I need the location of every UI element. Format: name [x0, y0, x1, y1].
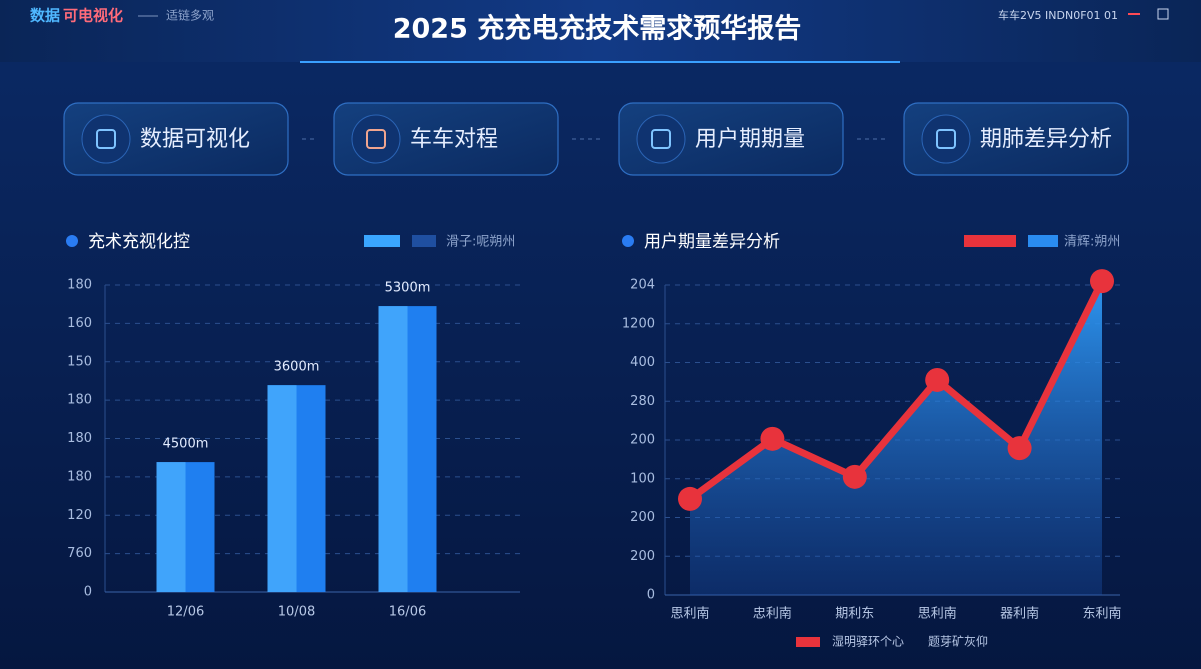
point — [842, 464, 867, 489]
data-label: 4500m — [163, 437, 209, 452]
tab-icon — [936, 129, 956, 149]
y-tick-label: 200 — [630, 549, 655, 564]
brand-a: 数据 — [30, 7, 60, 25]
legend-swatch — [364, 235, 400, 247]
data-label: 3600m — [274, 360, 320, 375]
y-tick-label: 150 — [67, 354, 92, 369]
point — [678, 486, 702, 511]
x-tick-label: 思利南 — [670, 606, 709, 622]
point — [1007, 436, 1032, 461]
y-tick-label: 0 — [84, 585, 92, 600]
bar-highlight — [378, 306, 408, 592]
tab-icon — [651, 129, 671, 149]
x-tick-label: 忠利南 — [753, 606, 792, 622]
x-tick-label: 12/06 — [167, 605, 204, 620]
tab-icon-bg — [81, 114, 131, 164]
x-tick-label: 器利南 — [1000, 606, 1039, 622]
line — [687, 279, 1106, 502]
y-tick-label: 200 — [630, 510, 655, 525]
x-tick-label: 期利东 — [835, 607, 874, 622]
x-tick-label: 16/06 — [389, 605, 426, 620]
x-tick-label: 思利南 — [918, 606, 957, 622]
tab-label: 用户期期量 — [695, 127, 805, 152]
bar-highlight — [267, 385, 297, 592]
data-label: 5300m — [385, 281, 431, 296]
y-tick-label: 400 — [630, 355, 655, 370]
subtitle: 适链多观 — [166, 8, 214, 23]
y-tick-label: 180 — [67, 469, 92, 484]
y-tick-label: 280 — [630, 394, 655, 409]
panel-title: 充术充视化控 — [88, 232, 190, 252]
legend-swatch — [964, 235, 1016, 247]
legend-swatch — [796, 637, 820, 647]
y-tick-label: 204 — [630, 278, 655, 293]
y-tick-label: 120 — [67, 508, 92, 523]
panel-bullet — [66, 235, 78, 247]
panel-bullet — [622, 235, 634, 247]
legend-label: 清辉:朔州 — [1064, 235, 1120, 250]
y-tick-label: 1200 — [622, 316, 655, 331]
y-tick-label: 100 — [630, 471, 655, 486]
y-tick-label: 200 — [630, 433, 655, 448]
point — [1090, 269, 1114, 294]
menu-icon[interactable] — [1157, 8, 1169, 20]
brand-b: 可电视化 — [63, 7, 123, 25]
tab-icon-bg — [921, 114, 971, 164]
legend-label: 滑子:呢朔州 — [446, 235, 515, 250]
point — [760, 426, 785, 451]
y-tick-label: 180 — [67, 431, 92, 446]
tab-icon-bg — [636, 114, 686, 164]
y-tick-label: 160 — [67, 316, 92, 331]
tab-label: 车车对程 — [410, 127, 498, 152]
legend-swatch — [1028, 235, 1058, 247]
legend-label: 湿明驿环个心 — [832, 634, 904, 649]
tab-label: 数据可视化 — [140, 127, 250, 152]
header-bar — [0, 0, 1201, 62]
page-title: 2025 充充电充技术需求预华报告 — [393, 13, 802, 45]
area — [690, 281, 1102, 595]
x-tick-label: 东利南 — [1082, 606, 1121, 622]
point — [925, 367, 950, 392]
y-tick-label: 0 — [647, 588, 655, 603]
panel-title: 用户期量差异分析 — [644, 232, 780, 252]
y-tick-label: 180 — [67, 278, 92, 293]
tab-label: 期肺差异分析 — [980, 127, 1112, 152]
x-tick-label: 10/08 — [278, 605, 315, 620]
y-tick-label: 760 — [67, 546, 92, 561]
tab-icon — [366, 129, 386, 149]
bar-highlight — [156, 462, 186, 592]
status-text: 车车2V5 INDN0F01 01 — [998, 8, 1118, 22]
y-tick-label: 180 — [67, 393, 92, 408]
tab-icon-bg — [351, 114, 401, 164]
legend-label: 题芽矿灰仰 — [928, 634, 988, 649]
tab-icon — [96, 129, 116, 149]
tab-row: 数据可视化 车车对程 用户期期量 期肺差异分析 — [63, 102, 1129, 176]
legend-swatch — [412, 235, 436, 247]
